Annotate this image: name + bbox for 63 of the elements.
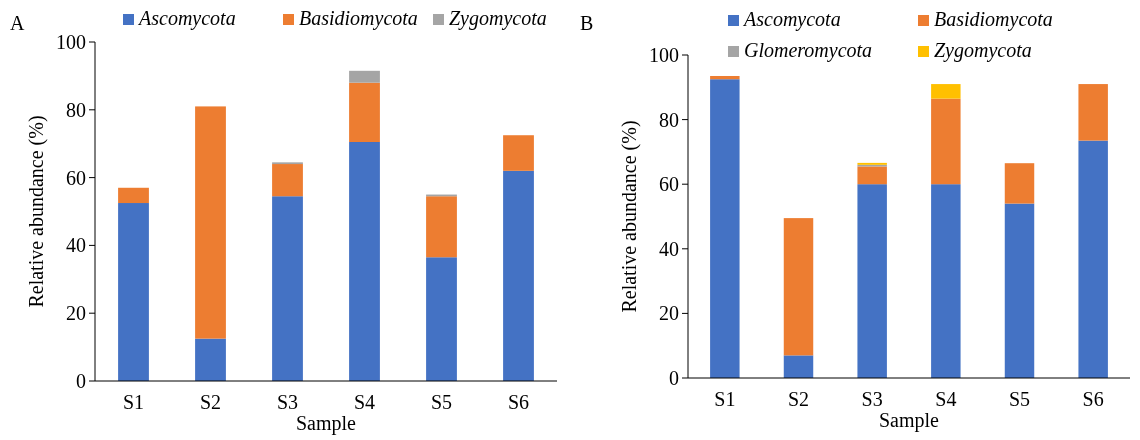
y-tick-label: 0 bbox=[669, 367, 679, 389]
bar bbox=[931, 84, 961, 99]
bar bbox=[195, 106, 226, 339]
y-tick-label: 40 bbox=[66, 234, 86, 257]
chart-title: A bbox=[10, 12, 25, 34]
legend-label: Basidiomycota bbox=[934, 8, 1053, 31]
x-tick-label: S3 bbox=[276, 391, 299, 413]
bar bbox=[1004, 163, 1035, 204]
x-tick-label: S5 bbox=[430, 391, 453, 413]
y-tick-label: 80 bbox=[66, 98, 86, 121]
x-tick-label: S2 bbox=[787, 388, 810, 410]
bar bbox=[931, 184, 961, 378]
bar bbox=[349, 142, 380, 381]
bar bbox=[857, 184, 887, 378]
x-tick-label: S4 bbox=[935, 388, 957, 410]
bar bbox=[1004, 203, 1035, 378]
bar bbox=[349, 82, 380, 143]
y-tick-label: 60 bbox=[659, 173, 679, 196]
y-tick-label: 100 bbox=[56, 31, 86, 53]
legend-label: Ascomycota bbox=[742, 8, 841, 31]
y-tick-label: 0 bbox=[76, 370, 86, 392]
y-axis-title: Relative abundance (%) bbox=[25, 115, 48, 308]
bar bbox=[710, 76, 740, 80]
y-tick-label: 20 bbox=[659, 302, 679, 325]
x-tick-label: S6 bbox=[507, 391, 530, 413]
legend-label: Basidiomycota bbox=[299, 7, 418, 30]
y-tick-label: 20 bbox=[66, 302, 86, 325]
bar bbox=[118, 203, 149, 381]
bar bbox=[857, 166, 887, 185]
bar bbox=[118, 187, 149, 204]
bar bbox=[1078, 84, 1108, 141]
bar bbox=[783, 355, 814, 378]
x-tick-label: S6 bbox=[1082, 388, 1104, 410]
x-tick-label: S1 bbox=[122, 391, 145, 413]
bar bbox=[503, 170, 534, 381]
x-axis-title: Sample bbox=[879, 409, 940, 432]
bar bbox=[503, 135, 534, 171]
y-tick-label: 100 bbox=[649, 44, 679, 66]
bar bbox=[272, 164, 303, 197]
y-tick-label: 60 bbox=[66, 166, 86, 189]
bar bbox=[710, 79, 740, 378]
y-tick-label: 80 bbox=[659, 108, 679, 131]
bar bbox=[272, 196, 303, 381]
x-tick-label: S5 bbox=[1008, 388, 1031, 410]
bar bbox=[931, 98, 961, 185]
chart-title: B bbox=[580, 12, 594, 34]
bar bbox=[426, 257, 457, 381]
bar bbox=[783, 218, 814, 356]
legend-label: Zygomycota bbox=[934, 39, 1032, 62]
x-tick-label: S4 bbox=[353, 391, 376, 413]
bar bbox=[426, 196, 457, 258]
bar bbox=[1078, 140, 1108, 378]
x-axis-title: Sample bbox=[296, 412, 357, 435]
legend-label: Zygomycota bbox=[449, 7, 547, 30]
bar bbox=[195, 338, 226, 381]
legend-label: Ascomycota bbox=[137, 7, 236, 30]
x-tick-label: S1 bbox=[714, 388, 736, 410]
x-tick-label: S3 bbox=[861, 388, 883, 410]
y-axis-title: Relative abundance (%) bbox=[618, 120, 641, 313]
y-tick-label: 40 bbox=[659, 237, 679, 260]
bar bbox=[349, 70, 380, 83]
legend-label: Glomeromycota bbox=[744, 39, 873, 62]
x-tick-label: S2 bbox=[199, 391, 222, 413]
